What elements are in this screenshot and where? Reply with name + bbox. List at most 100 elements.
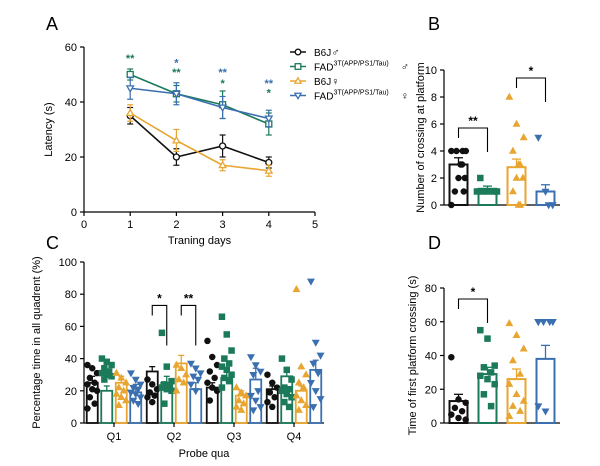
legend-label-base: FAD	[314, 92, 333, 103]
data-point	[309, 360, 318, 368]
significance-bracket	[151, 304, 168, 346]
data-point	[136, 381, 145, 389]
data-point	[316, 396, 325, 404]
data-point	[480, 364, 488, 371]
data-point	[146, 389, 154, 396]
data-point	[246, 392, 255, 400]
data-point	[246, 354, 255, 362]
data-point	[534, 403, 543, 411]
data-point	[306, 380, 315, 388]
data-point	[505, 319, 514, 327]
data-point	[232, 402, 241, 410]
data-point	[237, 388, 246, 396]
data-point	[264, 371, 271, 378]
data-point	[254, 388, 263, 396]
data-point	[206, 397, 214, 404]
data-point	[473, 188, 481, 195]
data-point	[172, 386, 181, 394]
data-point	[91, 379, 98, 386]
data-point	[271, 393, 278, 401]
data-point	[191, 365, 200, 373]
data-point	[516, 369, 525, 377]
data-point	[204, 379, 211, 386]
data-point	[144, 393, 151, 401]
data-point	[131, 376, 140, 384]
legend-label-superscript: 3T(APP/PS1/Tau)	[333, 61, 388, 68]
y-tick-label: 100	[59, 257, 77, 269]
y-tick-label: 8	[431, 92, 437, 104]
data-point	[448, 353, 455, 361]
data-point	[311, 388, 320, 396]
data-point	[297, 362, 306, 370]
data-point	[125, 85, 135, 94]
data-point	[148, 398, 156, 406]
data-point	[294, 378, 303, 386]
legend-marker	[293, 92, 303, 101]
data-point	[519, 396, 528, 404]
data-point	[484, 188, 491, 195]
significance-label: **	[172, 67, 181, 79]
data-point	[302, 400, 311, 409]
data-point	[134, 386, 143, 394]
y-axis-title: Percentage time in all quadrent (%)	[31, 256, 43, 428]
data-point	[251, 397, 260, 405]
data-point	[541, 188, 550, 196]
significance-label: **	[468, 114, 478, 128]
data-point	[453, 147, 460, 155]
data-point	[302, 370, 311, 378]
significance-label: **	[126, 53, 135, 65]
data-point	[251, 362, 260, 370]
data-point	[171, 90, 181, 99]
quadrant-time-bar-chart: 0 20 40 60 80 100 Percentage time in all quadr…	[31, 256, 325, 460]
data-point	[179, 378, 188, 386]
data-point	[480, 391, 488, 398]
data-point	[266, 389, 274, 396]
data-point	[119, 386, 128, 394]
x-tick-label: Q3	[227, 431, 242, 443]
y-tick-label: 2	[431, 173, 437, 185]
x-axis-title: Probe qua	[179, 448, 231, 460]
data-point	[316, 352, 325, 360]
data-point	[126, 70, 134, 79]
bar	[100, 389, 114, 424]
data-point	[451, 188, 459, 195]
data-point	[129, 397, 138, 405]
data-point	[112, 389, 121, 397]
data-point	[516, 406, 525, 414]
data-point	[194, 376, 203, 384]
data-point	[196, 370, 205, 378]
data-point	[285, 403, 293, 411]
legend-label-superscript: 3T(APP/PS1/Tau)	[333, 90, 388, 97]
data-point	[477, 326, 484, 334]
data-point	[182, 370, 191, 378]
data-point	[158, 329, 166, 337]
data-point	[505, 379, 514, 387]
data-point	[462, 399, 469, 406]
y-axis-title: Time of first platform crossing (s)	[407, 276, 419, 436]
data-point	[256, 368, 265, 376]
data-point	[239, 399, 248, 407]
legend-sex-symbol: ♂	[331, 47, 339, 59]
data-point	[493, 188, 501, 195]
data-point	[508, 356, 517, 364]
y-tick-label: 0	[431, 418, 437, 430]
y-tick-label: 4	[431, 146, 437, 158]
x-tick-label: 2	[173, 219, 179, 231]
legend-sex-symbol: ♀	[401, 91, 409, 103]
data-point	[101, 376, 108, 383]
x-axis-title: Traning days	[168, 235, 232, 247]
data-point	[487, 402, 495, 410]
legend-marker	[294, 63, 302, 70]
data-point	[314, 370, 323, 378]
x-tick-label: 5	[312, 219, 318, 231]
data-point	[309, 404, 318, 412]
data-point	[544, 202, 553, 210]
x-tick-label: 0	[81, 219, 87, 231]
x-tick-label: 1	[127, 219, 133, 231]
data-point	[311, 339, 320, 347]
series-line	[129, 73, 270, 125]
data-point	[249, 371, 258, 380]
data-point	[126, 370, 135, 378]
data-point	[208, 384, 216, 391]
